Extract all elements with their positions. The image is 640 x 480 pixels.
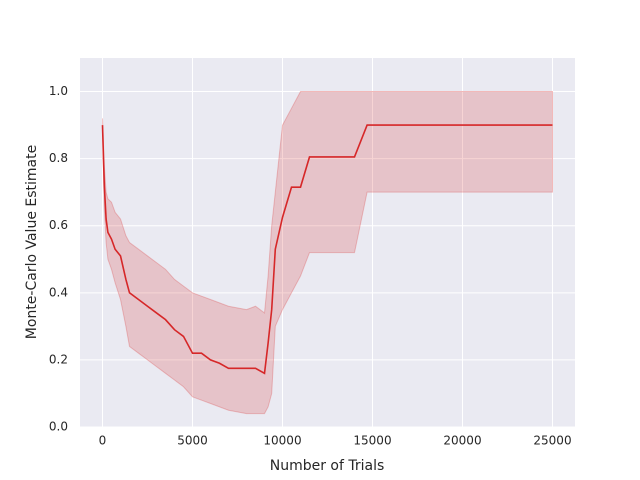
y-tick-label: 0.4 [49, 285, 68, 299]
x-tick-label: 5000 [177, 434, 208, 448]
y-tick-label: 0.6 [49, 218, 68, 232]
x-axis-label: Number of Trials [270, 458, 385, 474]
x-tick-label: 15000 [353, 434, 391, 448]
x-tick-label: 25000 [533, 434, 571, 448]
y-tick-label: 0.2 [49, 352, 68, 366]
plot-area [80, 58, 575, 427]
line [101, 124, 553, 375]
x-tick-label: 20000 [443, 434, 481, 448]
x-tick-label: 0 [99, 434, 107, 448]
x-tick-label: 10000 [263, 434, 301, 448]
y-tick-label: 1.0 [49, 84, 68, 98]
y-tick-label: 0.0 [49, 420, 68, 434]
y-axis-label: Monte-Carlo Value Estimate [24, 145, 40, 339]
y-tick-label: 0.8 [49, 151, 68, 165]
confidence-band [102, 91, 553, 415]
